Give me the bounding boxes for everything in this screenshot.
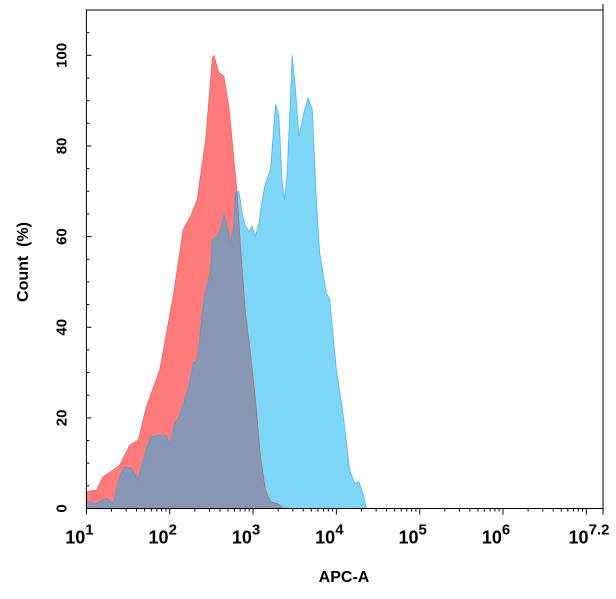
plot-area	[86, 54, 367, 509]
tick-exponent: 4	[335, 522, 344, 539]
tick-exponent: 7.2	[589, 522, 610, 539]
tick-base: 10	[569, 528, 589, 548]
x-axis-label: APC-A	[319, 569, 370, 586]
series-red-line	[86, 54, 283, 509]
series-blue-line	[86, 55, 367, 509]
y-tick-label: 100	[53, 43, 70, 68]
x-tick-label: 106	[482, 522, 510, 548]
y-tick-label: 80	[53, 138, 70, 155]
tick-exponent: 3	[252, 522, 260, 539]
tick-exponent: 2	[169, 522, 177, 539]
y-tick-label: 0	[53, 504, 70, 512]
tick-base: 10	[149, 528, 169, 548]
x-tick-label: 107.2	[569, 522, 610, 548]
tick-base: 10	[65, 528, 85, 548]
tick-base: 10	[482, 528, 502, 548]
tick-exponent: 6	[502, 522, 510, 539]
y-tick-label: 20	[53, 410, 70, 427]
y-tick-label: 60	[53, 228, 70, 245]
tick-base: 10	[232, 528, 252, 548]
tick-base: 10	[315, 528, 335, 548]
tick-exponent: 5	[419, 522, 427, 539]
tick-base: 10	[399, 528, 419, 548]
x-tick-label: 104	[315, 522, 344, 548]
tick-exponent: 1	[85, 522, 93, 539]
x-tick-label: 103	[232, 522, 260, 548]
x-tick-label: 105	[399, 522, 427, 548]
y-axis-label: Count (%)	[15, 222, 32, 302]
y-tick-label: 40	[53, 319, 70, 336]
x-tick-label: 102	[149, 522, 177, 548]
x-tick-label: 101	[65, 522, 93, 548]
